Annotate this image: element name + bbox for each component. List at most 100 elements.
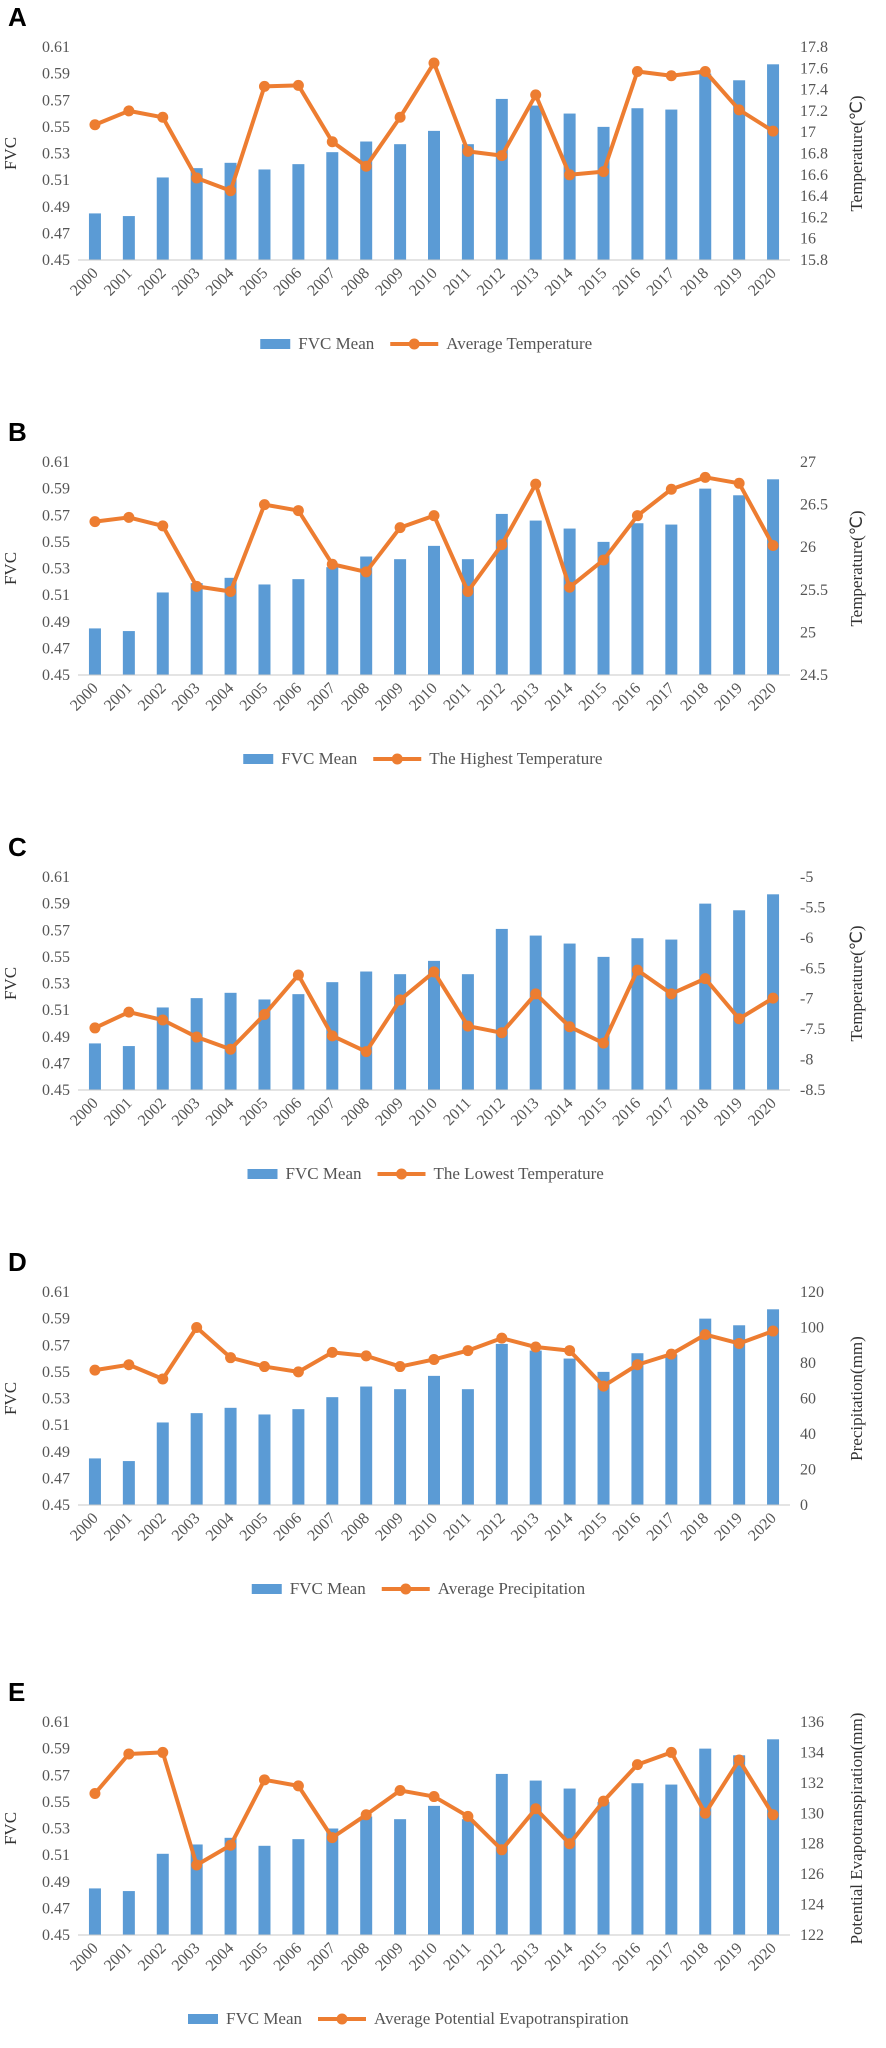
line-point <box>699 1807 711 1819</box>
fvc-bar <box>394 1819 407 1935</box>
line-point <box>360 1350 372 1362</box>
x-tick-label: 2003 <box>169 1095 204 1130</box>
x-tick-label: 2011 <box>441 680 475 714</box>
y2-tick-label: 16.8 <box>800 146 828 163</box>
x-tick-label: 2016 <box>610 680 645 715</box>
fvc-bar <box>258 1414 271 1505</box>
x-tick-label: 2006 <box>271 1095 306 1130</box>
x-tick-label: 2010 <box>406 1095 441 1130</box>
y-tick-label: 0.61 <box>42 454 70 471</box>
x-tick-label: 2000 <box>67 1940 102 1975</box>
fvc-bar <box>563 113 576 260</box>
line-point <box>496 1844 508 1856</box>
fvc-bar <box>88 628 101 675</box>
line-point <box>462 1810 474 1822</box>
line-point <box>89 1022 101 1034</box>
y-tick-label: 0.51 <box>42 172 70 189</box>
fvc-bar <box>122 216 135 260</box>
fvc-bar <box>767 894 780 1090</box>
line-point <box>462 145 474 157</box>
fvc-bar <box>631 1353 644 1505</box>
x-tick-label: 2019 <box>711 1510 746 1545</box>
x-tick-label: 2004 <box>203 1510 238 1545</box>
y-tick-label: 0.57 <box>42 1337 70 1354</box>
fvc-bar <box>122 1046 135 1090</box>
line-point <box>598 1795 610 1807</box>
y-axis-title: FVC <box>1 552 20 585</box>
x-tick-label: 2004 <box>203 1940 238 1975</box>
line-point <box>767 992 779 1004</box>
fvc-bar <box>394 1389 407 1505</box>
x-tick-label: 2000 <box>67 1510 102 1545</box>
x-tick-label: 2006 <box>271 1940 306 1975</box>
fvc-bar <box>428 130 440 260</box>
y-tick-label: 0.53 <box>42 1821 70 1838</box>
line-point <box>699 973 711 985</box>
y2-axis-title: Temperature(℃) <box>847 925 866 1041</box>
fvc-bar <box>461 1819 474 1935</box>
line-point <box>394 994 406 1006</box>
line-point <box>225 1839 237 1851</box>
fvc-bar <box>88 1458 101 1505</box>
legend-label-line: The Lowest Temperature <box>434 1164 604 1183</box>
x-tick-label: 2012 <box>474 1940 509 1975</box>
line-point <box>428 510 440 522</box>
y2-tick-label: -5.5 <box>800 899 825 916</box>
line-point <box>598 554 610 566</box>
panel-label: B <box>8 417 27 447</box>
line-point <box>225 185 237 197</box>
legend-line-marker <box>400 1583 412 1595</box>
fvc-bar <box>190 1844 203 1935</box>
fvc-bar <box>563 1788 576 1935</box>
y-tick-label: 0.49 <box>42 1029 70 1046</box>
x-tick-label: 2002 <box>135 1510 170 1545</box>
fvc-bar <box>699 488 712 675</box>
x-tick-label: 2005 <box>237 680 272 715</box>
y-tick-label: 0.45 <box>42 1927 70 1944</box>
x-tick-label: 2018 <box>677 1940 712 1975</box>
x-tick-label: 2017 <box>644 1940 679 1975</box>
fvc-bar <box>665 1354 678 1505</box>
x-tick-label: 2019 <box>711 680 746 715</box>
legend-line-marker <box>391 753 403 765</box>
x-tick-label: 2010 <box>406 1510 441 1545</box>
x-tick-label: 2008 <box>338 1510 373 1545</box>
legend-line-marker <box>396 1168 407 1180</box>
legend-label-line: Average Temperature <box>446 334 592 353</box>
y2-tick-label: 128 <box>800 1836 824 1853</box>
fvc-bar <box>631 108 644 260</box>
x-tick-label: 2017 <box>644 680 679 715</box>
line-point <box>157 111 169 123</box>
line-point <box>394 111 406 123</box>
line-point <box>292 969 304 981</box>
x-tick-label: 2018 <box>677 265 712 300</box>
x-tick-label: 2007 <box>304 680 339 715</box>
x-tick-label: 2002 <box>135 1095 170 1130</box>
fvc-bar <box>326 152 339 260</box>
line-point <box>462 1020 474 1032</box>
line-point <box>530 1341 542 1353</box>
y2-tick-label: 130 <box>800 1805 824 1822</box>
fvc-bar <box>699 73 712 260</box>
x-tick-label: 2014 <box>542 680 577 715</box>
line-point <box>530 1803 542 1815</box>
x-tick-label: 2008 <box>338 1095 373 1130</box>
y2-tick-label: 80 <box>800 1355 816 1372</box>
legend-bar-swatch <box>188 2014 218 2024</box>
line-point <box>326 558 338 570</box>
x-tick-label: 2017 <box>644 1510 679 1545</box>
line-point <box>326 1030 338 1042</box>
x-tick-label: 2013 <box>508 265 543 300</box>
y-tick-label: 0.59 <box>42 1741 70 1758</box>
fvc-bar <box>224 1407 237 1505</box>
y-tick-label: 0.53 <box>42 1391 70 1408</box>
fvc-bar <box>495 1343 508 1505</box>
line-point <box>123 1359 135 1371</box>
x-tick-label: 2009 <box>372 1940 407 1975</box>
x-tick-label: 2008 <box>338 265 373 300</box>
fvc-bar <box>529 1350 542 1505</box>
y2-tick-label: -7.5 <box>800 1021 825 1038</box>
y2-tick-label: 17 <box>800 124 816 141</box>
line-point <box>191 1322 203 1333</box>
y2-tick-label: -6.5 <box>800 960 825 977</box>
